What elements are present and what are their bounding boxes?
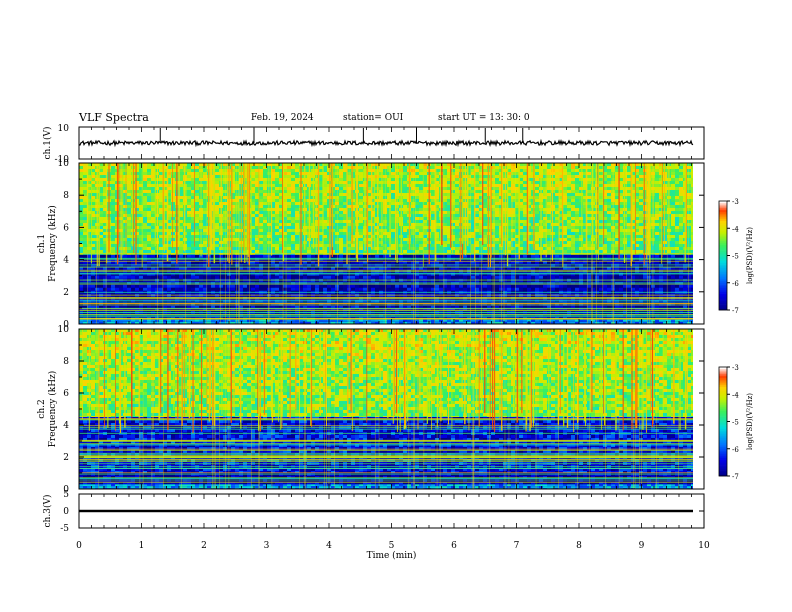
ch1-spectrogram-colorbar	[719, 201, 727, 311]
ch1-xticks	[78, 127, 705, 159]
ch2-spectrogram-cells	[79, 329, 695, 489]
ch2-spectrogram-ytick-label: 6	[63, 389, 69, 399]
ch3-xticks	[78, 494, 705, 528]
ch3-trace	[79, 509, 693, 513]
x-tick-label: 4	[326, 541, 332, 551]
ch2-spectrogram-ytick-label: 8	[63, 357, 69, 367]
ch2-spectrogram-sferics	[82, 329, 688, 489]
ch1-spectrogram-colorbar-tick-label: -6	[732, 280, 739, 288]
ch1-spectrogram-ytick-label: 6	[63, 223, 69, 233]
x-axis-label: Time (min)	[367, 550, 417, 561]
ch1-ylabel: ch.1(V)	[42, 127, 53, 160]
ch1-spectrogram-ylabel: ch.1	[37, 234, 47, 253]
ch2-spectrogram-colorbar-tick-label: -7	[732, 473, 739, 481]
x-tick-label: 6	[451, 541, 457, 551]
ch1-ytick-label: -10	[55, 155, 70, 165]
ch3-ytick-label: -5	[60, 524, 69, 534]
date-label: Feb. 19, 2024	[251, 113, 314, 123]
ch2-spectrogram-hlines	[79, 418, 693, 483]
x-tick-label: 5	[389, 541, 395, 551]
ch1-spectrogram-colorbar-tick-label: -4	[732, 225, 739, 233]
ch2-spectrogram-ytick-label: 10	[58, 325, 70, 335]
x-tick-label: 0	[76, 541, 82, 551]
ch2-spectrogram-ytick-label: 4	[63, 421, 69, 431]
start-time-label: start UT = 13: 30: 0	[438, 113, 530, 123]
x-tick-label: 10	[698, 541, 710, 551]
ch1-trace	[79, 138, 694, 148]
ch1-spectrogram-ylabel2: Frequency (kHz)	[47, 205, 58, 282]
x-tick-label: 9	[639, 541, 645, 551]
ch2-spectrogram-ylabel2: Frequency (kHz)	[47, 371, 58, 448]
ch3-ytick-label: 5	[63, 490, 69, 500]
ch2-spectrogram-xticks	[78, 329, 705, 489]
x-tick-label: 3	[264, 541, 270, 551]
ch2-spectrogram-ylabel: ch.2	[37, 399, 47, 418]
ch1-spectrogram-ytick-label: 0	[63, 320, 69, 330]
x-tick-label: 7	[514, 541, 520, 551]
ch1-spectrogram-xticks	[78, 163, 705, 324]
ch3-ytick-label: 0	[63, 507, 69, 517]
ch1-spectrogram-colorbar-tick-label: -5	[732, 253, 739, 261]
ch1-spectrogram-ytick-label: 4	[63, 256, 69, 266]
ch1-spectrogram-hlines	[79, 253, 693, 320]
ch2-spectrogram-ytick-label: 0	[63, 485, 69, 495]
x-tick-label: 2	[201, 541, 207, 551]
ch1-spectrogram-ytick-label: 2	[63, 288, 69, 298]
figure-title: VLF Spectra	[79, 111, 149, 124]
ch2-spectrogram-colorbar-tick-label: -4	[732, 391, 739, 399]
ch1-spectrogram-colorbar-tick-label: -7	[732, 307, 739, 315]
ch2-spectrogram-colorbar-tick-label: -6	[732, 446, 739, 454]
ch2-spectrogram-colorbar-tick-label: -3	[732, 364, 739, 372]
station-label: station= OUI	[343, 113, 404, 123]
ch2-spectrogram-colorbar-label: log(PSD)(V²/Hz)	[746, 393, 754, 450]
ch1-ytick-label: 10	[58, 124, 70, 134]
ch2-spectrogram-colorbar-tick-label: -5	[732, 419, 739, 427]
ch1-spectrogram-colorbar-tick-label: -3	[732, 198, 739, 206]
ch2-spectrogram-colorbar	[719, 367, 727, 477]
ch1-spectrogram-nodata	[693, 163, 704, 324]
ch1-spectrogram-ytick-label: 10	[58, 159, 70, 169]
ch2-spectrogram-nodata	[693, 329, 704, 489]
ch1-spectrogram-colorbar-label: log(PSD)(V²/Hz)	[746, 227, 754, 284]
x-tick-label: 8	[576, 541, 582, 551]
ch1-spectrogram-sferics	[86, 163, 693, 324]
ch3-ylabel: ch.3(V)	[42, 495, 53, 528]
ch1-spectrogram-ytick-label: 8	[63, 191, 69, 201]
x-tick-label: 1	[139, 541, 145, 551]
ch2-spectrogram-ytick-label: 2	[63, 453, 69, 463]
